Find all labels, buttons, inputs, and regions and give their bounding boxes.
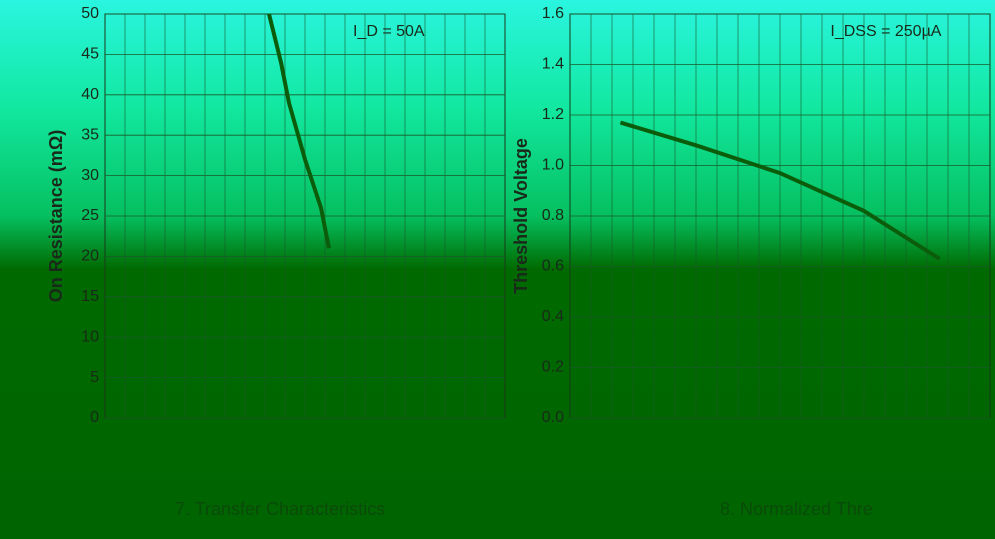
y-tick-label: 15 bbox=[81, 288, 99, 305]
y-tick-label: 30 bbox=[81, 167, 99, 184]
data-line bbox=[267, 13, 331, 249]
y-tick-label: 0.4 bbox=[542, 308, 564, 325]
y-tick-label: 20 bbox=[81, 248, 99, 265]
y-tick-label: 50 bbox=[81, 5, 99, 22]
y-tick-label: 0.2 bbox=[542, 359, 564, 376]
caption: 7. Transfer Characteristics bbox=[175, 499, 385, 519]
y-tick-label: 5 bbox=[90, 369, 99, 386]
data-line bbox=[619, 120, 941, 261]
y-tick-label: 45 bbox=[81, 46, 99, 63]
y-tick-label: 0.0 bbox=[542, 409, 564, 426]
y-axis-title: Threshold Voltage bbox=[511, 138, 531, 294]
caption: 8. Normalized Thre bbox=[720, 499, 873, 519]
y-tick-label: 0.8 bbox=[542, 207, 564, 224]
y-axis-title: On Resistance (mΩ) bbox=[46, 130, 66, 302]
y-tick-label: 1.4 bbox=[542, 56, 564, 73]
annotation: I_DSS = 250µA bbox=[830, 23, 941, 40]
y-tick-label: 0 bbox=[90, 409, 99, 426]
y-tick-label: 10 bbox=[81, 328, 99, 345]
y-tick-label: 25 bbox=[81, 207, 99, 224]
annotation: I_D = 50A bbox=[353, 23, 425, 40]
y-tick-label: 1.6 bbox=[542, 5, 564, 22]
y-tick-label: 1.2 bbox=[542, 106, 564, 123]
y-tick-label: 35 bbox=[81, 126, 99, 143]
y-tick-label: 40 bbox=[81, 86, 99, 103]
y-tick-label: 1.0 bbox=[542, 157, 564, 174]
y-tick-label: 0.6 bbox=[542, 258, 564, 275]
